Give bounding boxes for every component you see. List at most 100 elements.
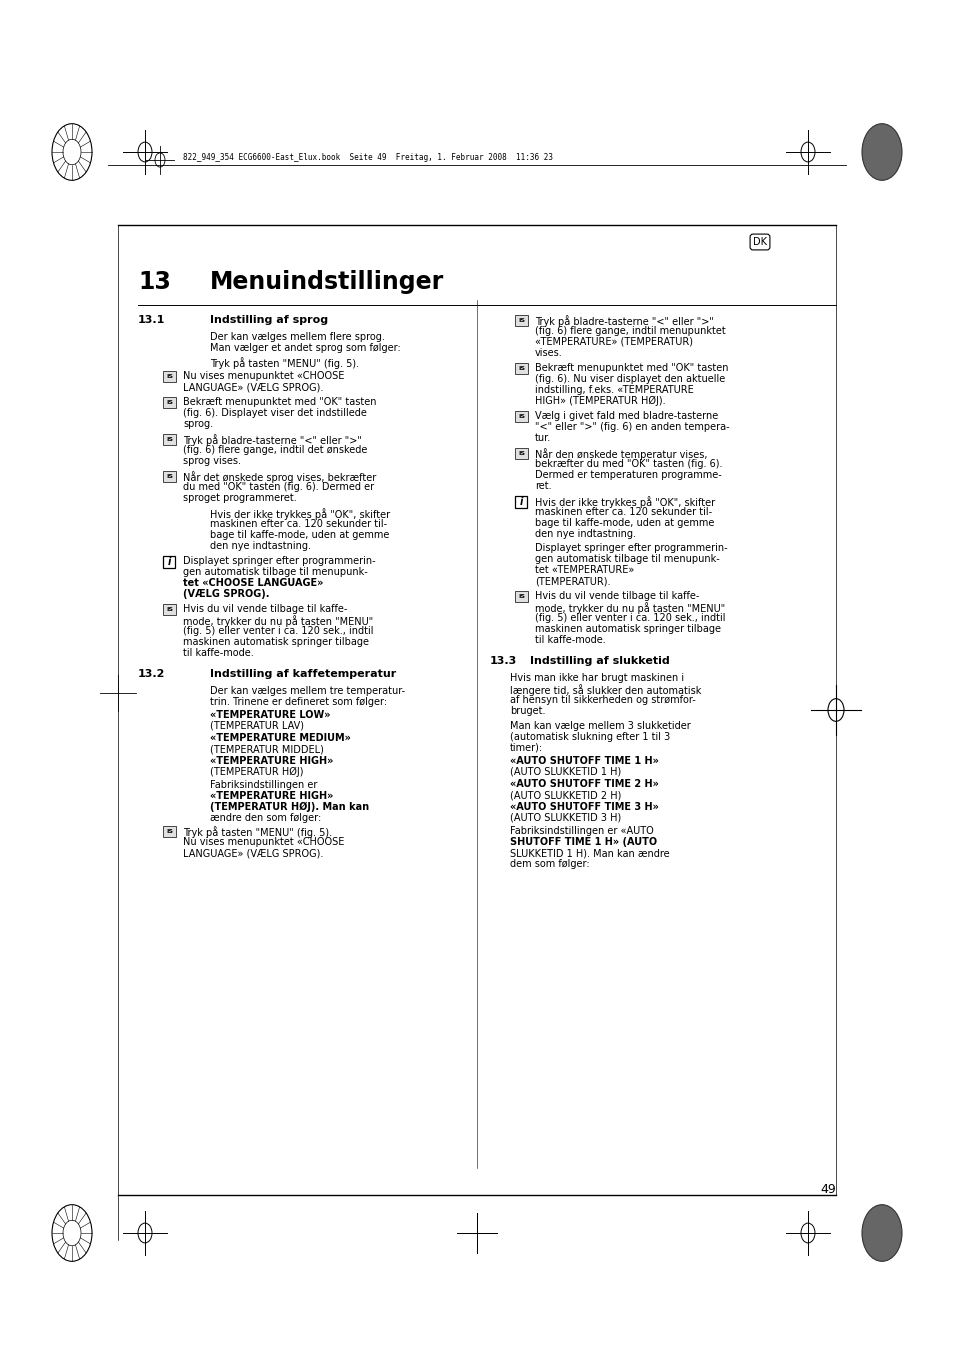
Text: mode, trykker du nu på tasten "MENU": mode, trykker du nu på tasten "MENU" [183, 615, 373, 627]
Text: IS: IS [517, 317, 524, 323]
Text: (automatisk slukning efter 1 til 3: (automatisk slukning efter 1 til 3 [510, 732, 670, 742]
Text: Dermed er temperaturen programme-: Dermed er temperaturen programme- [535, 470, 721, 480]
Text: (TEMPERATUR HØJ). Man kan: (TEMPERATUR HØJ). Man kan [210, 802, 369, 812]
Text: Indstilling af kaffetemperatur: Indstilling af kaffetemperatur [210, 669, 395, 680]
FancyBboxPatch shape [163, 557, 174, 567]
FancyBboxPatch shape [163, 397, 175, 408]
Text: IS: IS [166, 400, 172, 405]
Text: Fabriksindstillingen er: Fabriksindstillingen er [210, 780, 317, 790]
Text: Når det ønskede sprog vises, bekræfter: Når det ønskede sprog vises, bekræfter [183, 471, 375, 482]
Text: Vælg i givet fald med bladre-tasterne: Vælg i givet fald med bladre-tasterne [535, 411, 718, 422]
Text: 13.3: 13.3 [490, 657, 517, 666]
Text: gen automatisk tilbage til menupunk-: gen automatisk tilbage til menupunk- [535, 554, 719, 563]
Text: «AUTO SHUTOFF TIME 1 H»: «AUTO SHUTOFF TIME 1 H» [510, 757, 659, 766]
Text: «AUTO SHUTOFF TIME 2 H»: «AUTO SHUTOFF TIME 2 H» [510, 780, 659, 789]
Text: IS: IS [166, 607, 172, 612]
Text: bage til kaffe-mode, uden at gemme: bage til kaffe-mode, uden at gemme [535, 517, 714, 528]
Circle shape [862, 1205, 901, 1262]
Text: Tryk på bladre-tasterne "<" eller ">": Tryk på bladre-tasterne "<" eller ">" [183, 434, 361, 446]
Text: (fig. 6) flere gange, indtil det ønskede: (fig. 6) flere gange, indtil det ønskede [183, 444, 367, 455]
Text: Nu vises menupunktet «CHOOSE: Nu vises menupunktet «CHOOSE [183, 372, 344, 381]
Text: «TEMPERATURE HIGH»: «TEMPERATURE HIGH» [210, 790, 333, 801]
FancyBboxPatch shape [515, 496, 526, 508]
Text: Fabriksindstillingen er «AUTO: Fabriksindstillingen er «AUTO [510, 825, 653, 836]
Text: bruget.: bruget. [510, 707, 545, 716]
Text: tet «TEMPERATURE»: tet «TEMPERATURE» [535, 565, 634, 576]
Text: maskinen automatisk springer tilbage: maskinen automatisk springer tilbage [535, 624, 720, 634]
Text: HIGH» (TEMPERATUR HØJ).: HIGH» (TEMPERATUR HØJ). [535, 396, 665, 407]
Text: gen automatisk tilbage til menupunk-: gen automatisk tilbage til menupunk- [183, 567, 367, 577]
Text: IS: IS [166, 436, 172, 442]
Text: ret.: ret. [535, 481, 551, 490]
Text: Tryk på bladre-tasterne "<" eller ">": Tryk på bladre-tasterne "<" eller ">" [535, 315, 713, 327]
Text: DK: DK [752, 236, 766, 247]
FancyBboxPatch shape [515, 411, 527, 422]
Text: maskinen efter ca. 120 sekunder til-: maskinen efter ca. 120 sekunder til- [535, 507, 711, 517]
Text: maskinen automatisk springer tilbage: maskinen automatisk springer tilbage [183, 638, 369, 647]
Text: Indstilling af slukketid: Indstilling af slukketid [530, 657, 669, 666]
Text: (fig. 5) eller venter i ca. 120 sek., indtil: (fig. 5) eller venter i ca. 120 sek., in… [535, 613, 724, 623]
Text: Menuindstillinger: Menuindstillinger [210, 270, 444, 295]
Text: bekræfter du med "OK" tasten (fig. 6).: bekræfter du med "OK" tasten (fig. 6). [535, 459, 721, 469]
Text: Bekræft menupunktet med "OK" tasten: Bekræft menupunktet med "OK" tasten [183, 397, 376, 407]
Circle shape [862, 124, 901, 180]
Text: maskinen efter ca. 120 sekunder til-: maskinen efter ca. 120 sekunder til- [210, 519, 387, 530]
FancyBboxPatch shape [163, 372, 175, 382]
Text: tet «CHOOSE LANGUAGE»: tet «CHOOSE LANGUAGE» [183, 578, 323, 588]
Text: Man vælger et andet sprog som følger:: Man vælger et andet sprog som følger: [210, 343, 400, 353]
Text: Når den ønskede temperatur vises,: Når den ønskede temperatur vises, [535, 449, 707, 459]
Text: «TEMPERATURE HIGH»: «TEMPERATURE HIGH» [210, 757, 333, 766]
Text: IS: IS [166, 830, 172, 834]
FancyBboxPatch shape [515, 590, 527, 603]
Text: "<" eller ">" (fig. 6) en anden tempera-: "<" eller ">" (fig. 6) en anden tempera- [535, 422, 729, 432]
Text: timer):: timer): [510, 743, 542, 753]
Text: til kaffe-mode.: til kaffe-mode. [535, 635, 605, 644]
Text: Hvis man ikke har brugt maskinen i: Hvis man ikke har brugt maskinen i [510, 673, 683, 684]
Text: (fig. 6). Nu viser displayet den aktuelle: (fig. 6). Nu viser displayet den aktuell… [535, 374, 724, 384]
Text: tur.: tur. [535, 434, 551, 443]
Text: ændre den som følger:: ændre den som følger: [210, 813, 321, 823]
Text: bage til kaffe-mode, uden at gemme: bage til kaffe-mode, uden at gemme [210, 530, 389, 540]
Text: 822_949_354 ECG6600-East_Elux.book  Seite 49  Freitag, 1. Februar 2008  11:36 23: 822_949_354 ECG6600-East_Elux.book Seite… [183, 154, 553, 162]
FancyBboxPatch shape [515, 363, 527, 374]
Text: (TEMPERATUR).: (TEMPERATUR). [535, 576, 610, 586]
Text: 49: 49 [820, 1183, 835, 1196]
Text: sprog.: sprog. [183, 419, 213, 430]
Text: «TEMPERATURE» (TEMPERATUR): «TEMPERATURE» (TEMPERATUR) [535, 336, 692, 347]
Text: (AUTO SLUKKETID 1 H): (AUTO SLUKKETID 1 H) [510, 767, 620, 777]
FancyBboxPatch shape [163, 604, 175, 615]
Text: (fig. 6) flere gange, indtil menupunktet: (fig. 6) flere gange, indtil menupunktet [535, 326, 725, 336]
Text: Hvis du vil vende tilbage til kaffe-: Hvis du vil vende tilbage til kaffe- [183, 604, 347, 613]
Text: indstilling, f.eks. «TEMPERATURE: indstilling, f.eks. «TEMPERATURE [535, 385, 693, 394]
Text: den nye indtastning.: den nye indtastning. [535, 530, 636, 539]
Text: Tryk på tasten "MENU" (fig. 5).: Tryk på tasten "MENU" (fig. 5). [210, 357, 358, 369]
Text: Displayet springer efter programmerin-: Displayet springer efter programmerin- [183, 557, 375, 566]
Text: IS: IS [517, 594, 524, 598]
Text: i: i [518, 497, 522, 507]
Text: dem som følger:: dem som følger: [510, 859, 589, 869]
Text: 13: 13 [138, 270, 171, 295]
Text: (fig. 6). Displayet viser det indstillede: (fig. 6). Displayet viser det indstilled… [183, 408, 367, 417]
Text: sproget programmeret.: sproget programmeret. [183, 493, 296, 503]
Text: Man kan vælge mellem 3 slukketider: Man kan vælge mellem 3 slukketider [510, 721, 690, 731]
Text: LANGUAGE» (VÆLG SPROG).: LANGUAGE» (VÆLG SPROG). [183, 382, 323, 392]
Text: IS: IS [517, 451, 524, 457]
Text: Displayet springer efter programmerin-: Displayet springer efter programmerin- [535, 543, 727, 553]
Text: den nye indtastning.: den nye indtastning. [210, 540, 311, 551]
Text: 13.1: 13.1 [138, 315, 165, 326]
Text: til kaffe-mode.: til kaffe-mode. [183, 648, 253, 658]
Text: (TEMPERATUR LAV): (TEMPERATUR LAV) [210, 721, 304, 731]
Text: (AUTO SLUKKETID 3 H): (AUTO SLUKKETID 3 H) [510, 813, 620, 823]
Text: Der kan vælges mellem tre temperatur-: Der kan vælges mellem tre temperatur- [210, 686, 405, 696]
Text: (VÆLG SPROG).: (VÆLG SPROG). [183, 589, 269, 598]
Text: Hvis der ikke trykkes på "OK", skifter: Hvis der ikke trykkes på "OK", skifter [210, 508, 390, 520]
Text: SHUTOFF TIME 1 H» (AUTO: SHUTOFF TIME 1 H» (AUTO [510, 838, 657, 847]
Text: IS: IS [166, 474, 172, 480]
Text: IS: IS [166, 374, 172, 380]
Text: Bekræft menupunktet med "OK" tasten: Bekræft menupunktet med "OK" tasten [535, 363, 728, 373]
Text: i: i [167, 557, 171, 567]
Text: «TEMPERATURE MEDIUM»: «TEMPERATURE MEDIUM» [210, 734, 351, 743]
Text: 13.2: 13.2 [138, 669, 165, 680]
Text: Nu vises menupunktet «CHOOSE: Nu vises menupunktet «CHOOSE [183, 838, 344, 847]
Text: «TEMPERATURE LOW»: «TEMPERATURE LOW» [210, 711, 330, 720]
